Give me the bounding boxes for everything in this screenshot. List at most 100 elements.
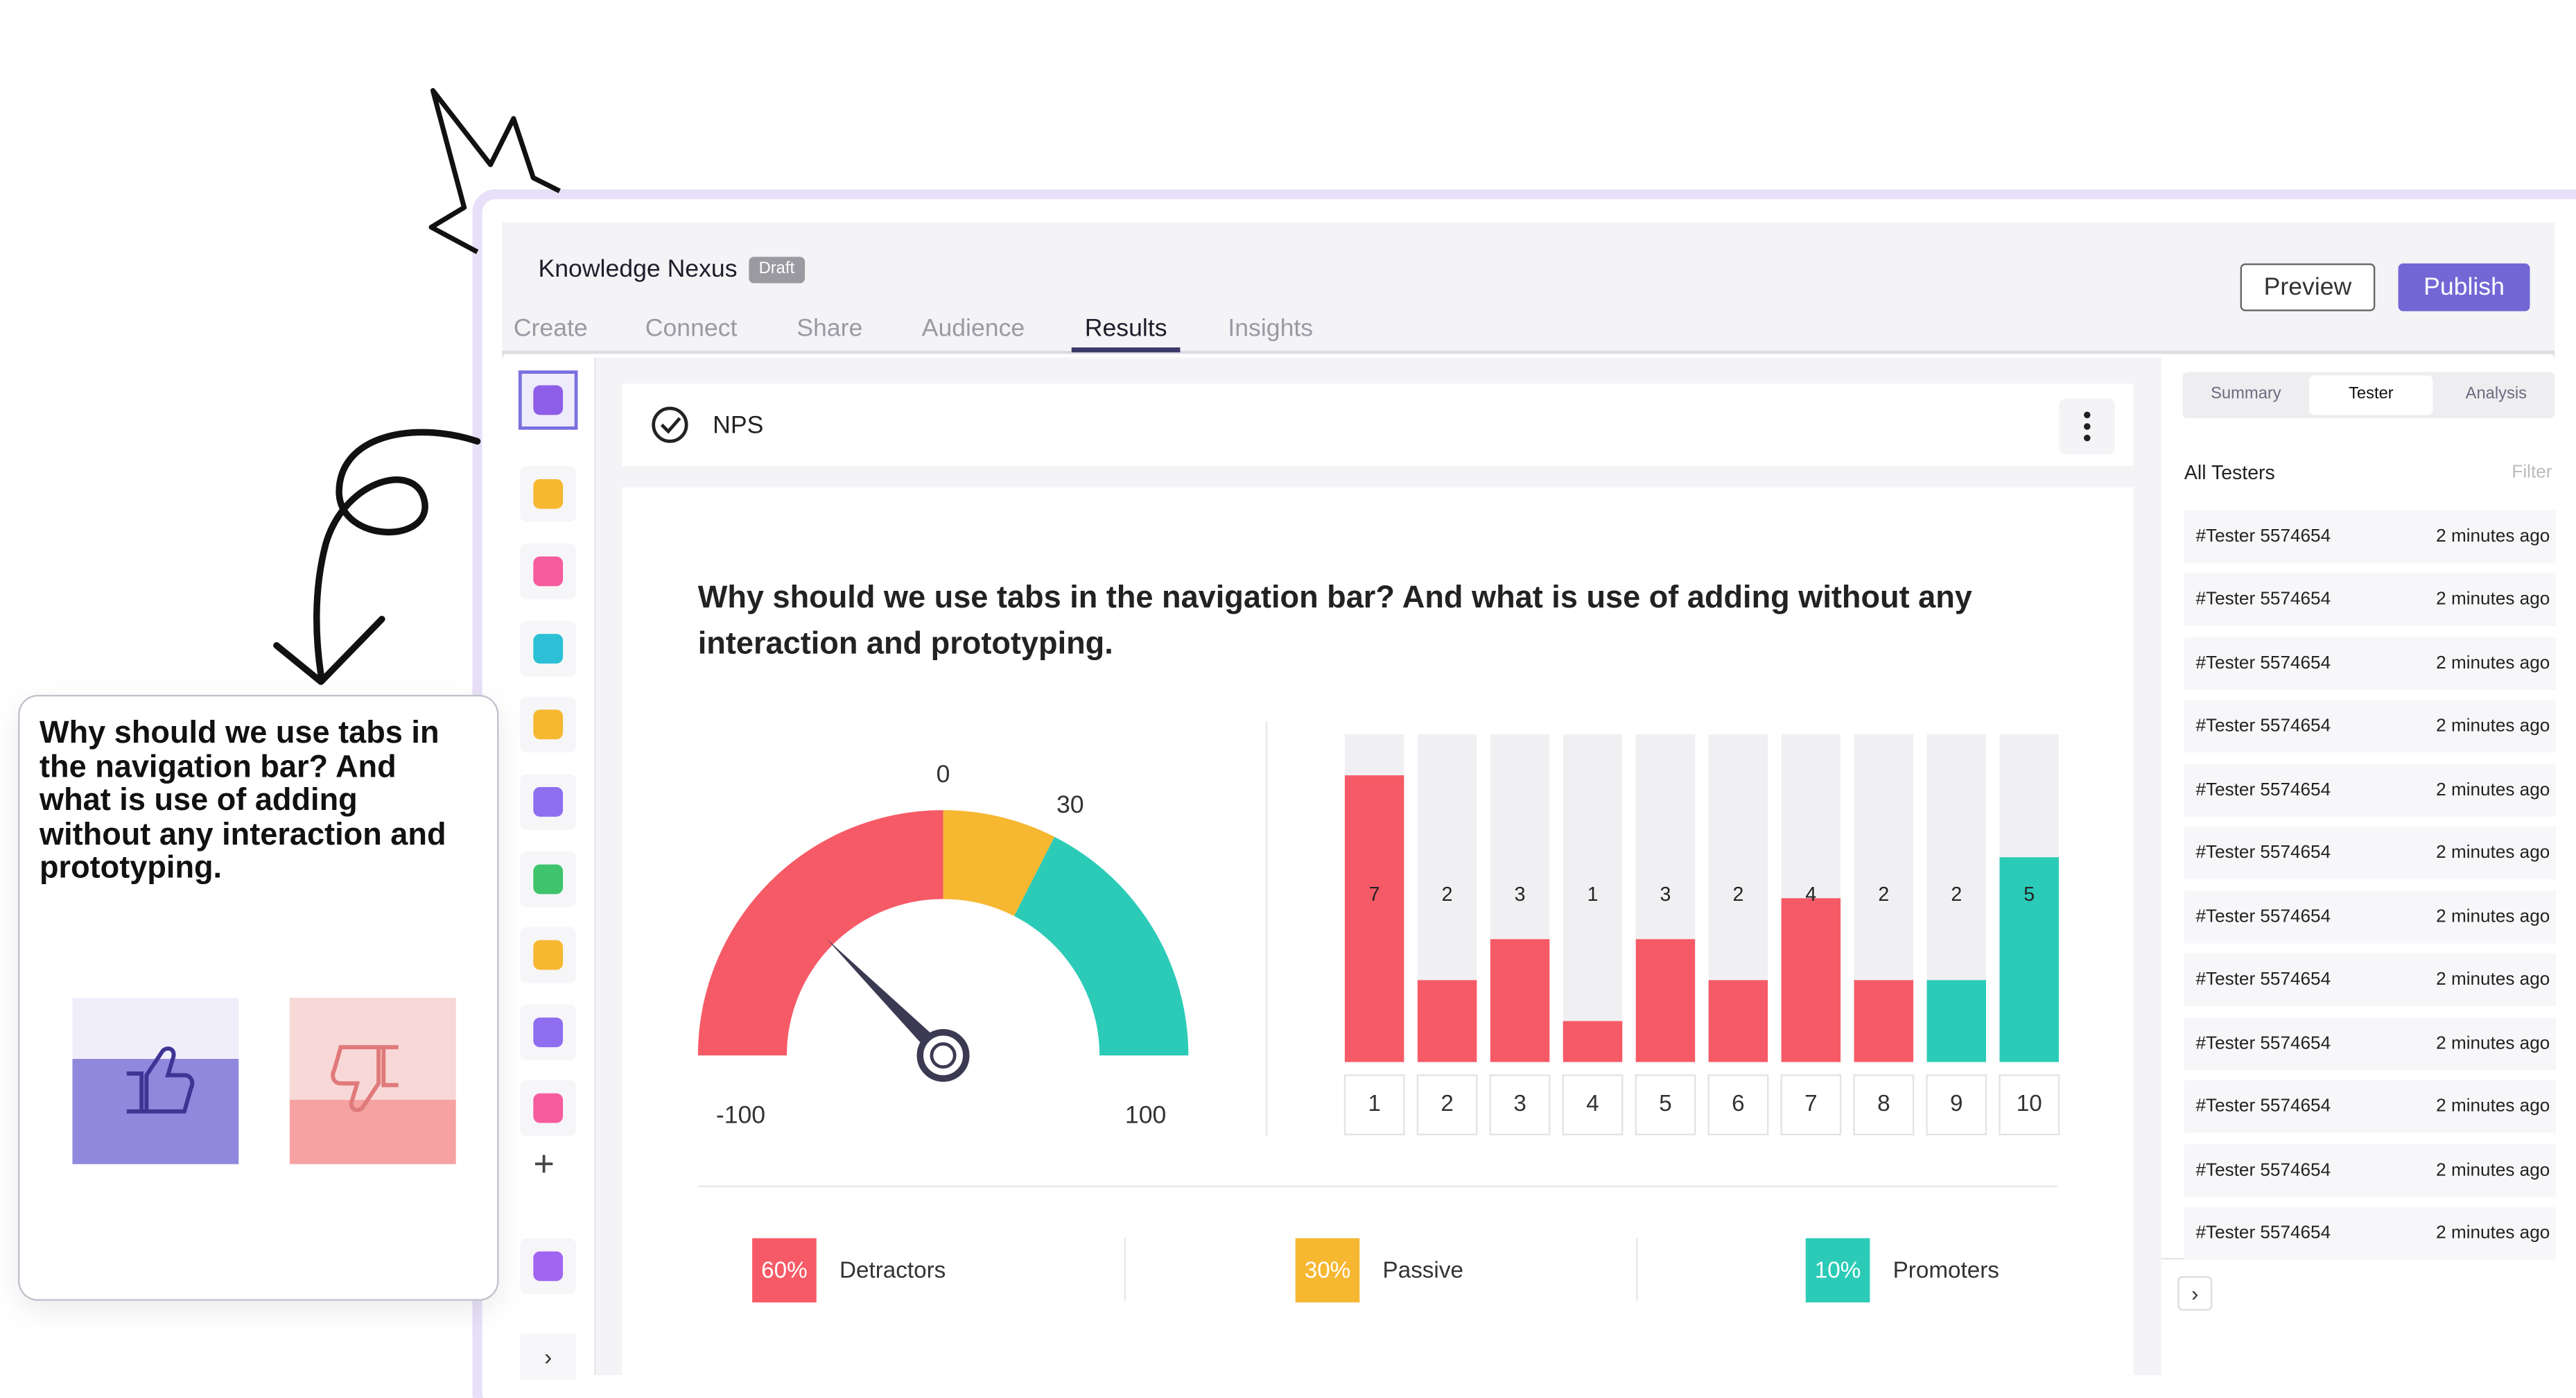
sidebar-icon[interactable]: [533, 940, 564, 970]
tester-row[interactable]: [2184, 637, 2557, 690]
sidebar-icon[interactable]: [533, 1093, 564, 1123]
tester-name: #Tester 5574654: [2195, 1223, 2331, 1243]
question: Why should we use tabs in the navigation…: [697, 581, 1972, 662]
divider: [1636, 1238, 1638, 1301]
sidebar-icon[interactable]: [533, 556, 564, 587]
category-box: [1926, 1074, 1987, 1136]
x-tick-label: 1: [1368, 1091, 1380, 1116]
project-title: Knowledge Nexus: [538, 255, 738, 284]
tester-time: 2 minutes ago: [2436, 1223, 2550, 1243]
thumbs-up[interactable]: [72, 997, 239, 1164]
summary-label: Detractors: [839, 1256, 946, 1283]
bar-value-label: 1: [1587, 883, 1599, 906]
next-button[interactable]: ›: [2177, 1276, 2213, 1311]
sidebar-icon[interactable]: [533, 786, 564, 817]
divider: [1124, 1238, 1126, 1301]
tester-row[interactable]: [2184, 827, 2557, 880]
category-box: [1999, 1074, 2060, 1136]
category-box: [1635, 1074, 1696, 1136]
preview-button[interactable]: Preview: [2240, 263, 2376, 311]
tester-row[interactable]: [2184, 573, 2557, 627]
sidebar-icon[interactable]: [533, 1017, 564, 1048]
nav-tab[interactable]: Insights: [1228, 314, 1314, 343]
x-tick-label: 2: [1441, 1091, 1453, 1116]
gauge-segment: [1013, 836, 1189, 1056]
tester-row[interactable]: [2184, 1080, 2557, 1133]
thumb-up-icon: [126, 1046, 195, 1114]
bar-value-label: 5: [2024, 883, 2035, 906]
nav-tab[interactable]: Results: [1084, 314, 1167, 343]
tester-name: #Tester 5574654: [2195, 716, 2331, 737]
bar-value-label: 2: [1732, 883, 1743, 906]
tester-name: #Tester 5574654: [2195, 843, 2331, 863]
publish-button[interactable]: Publish: [2398, 263, 2530, 311]
bar-value-label: 2: [1878, 883, 1889, 906]
tester-time: 2 minutes ago: [2436, 906, 2550, 927]
summary-badge: 10%: [1805, 1238, 1870, 1303]
panel-tab[interactable]: Analysis: [2465, 385, 2527, 404]
nav-tab[interactable]: Share: [797, 314, 863, 343]
x-tick-label: 4: [1586, 1091, 1599, 1116]
thumbs-down[interactable]: [289, 997, 456, 1164]
category-box: [1562, 1074, 1624, 1136]
tester-time: 2 minutes ago: [2436, 716, 2550, 737]
bar: [1635, 939, 1696, 1062]
tester-row[interactable]: [2184, 1144, 2557, 1197]
sidebar-icon[interactable]: [533, 1251, 564, 1282]
tester-row[interactable]: [2184, 890, 2557, 943]
tester-row[interactable]: [2184, 1207, 2557, 1260]
sidebar-icon[interactable]: [533, 864, 564, 895]
gauge-tick-label: 100: [1125, 1101, 1166, 1128]
header: [502, 222, 2555, 354]
nav-tab[interactable]: Create: [513, 314, 588, 343]
tester-time: 2 minutes ago: [2436, 1159, 2550, 1180]
sidebar-icon[interactable]: [533, 634, 564, 664]
tester-name: #Tester 5574654: [2195, 1033, 2331, 1053]
tester-name: #Tester 5574654: [2195, 526, 2331, 547]
divider: [1265, 721, 1268, 1137]
add-icon[interactable]: +: [533, 1142, 555, 1184]
filter[interactable]: Filter: [2512, 463, 2552, 483]
x-tick-label: 3: [1513, 1091, 1526, 1116]
gauge-segment: [697, 810, 943, 1056]
tester-name: #Tester 5574654: [2195, 969, 2331, 990]
sidebar-icon[interactable]: [533, 478, 564, 509]
bar-value-label: 3: [1660, 883, 1671, 906]
check-icon: [660, 417, 681, 434]
sidebar-icon[interactable]: [533, 385, 564, 415]
tester-time: 2 minutes ago: [2436, 590, 2550, 610]
collapse-icon[interactable]: ›: [520, 1334, 577, 1380]
bar: [1417, 980, 1477, 1062]
sidebar-icon[interactable]: [533, 709, 564, 740]
nav-tab[interactable]: Audience: [921, 314, 1025, 343]
category-box: [1780, 1074, 1842, 1136]
category-box: [1853, 1074, 1915, 1136]
x-tick-label: 8: [1877, 1091, 1890, 1116]
scribble: [428, 88, 561, 254]
tester-name: #Tester 5574654: [2195, 1096, 2331, 1116]
tester-row[interactable]: [2184, 953, 2557, 1007]
tester-time: 2 minutes ago: [2436, 1096, 2550, 1116]
draft-badge: Draft: [749, 257, 805, 284]
x-tick-label: 9: [1950, 1091, 1963, 1116]
needle-hub: [930, 1042, 957, 1069]
tester-time: 2 minutes ago: [2436, 653, 2550, 673]
panel-tab[interactable]: Summary: [2211, 385, 2281, 404]
bar-value-label: 3: [1515, 883, 1526, 906]
bar: [1708, 980, 1768, 1062]
bar: [1490, 939, 1550, 1062]
tester-row[interactable]: [2184, 763, 2557, 817]
nav-tab[interactable]: Connect: [645, 314, 738, 343]
tester-time: 2 minutes ago: [2436, 969, 2550, 990]
gauge-segment: [943, 810, 1055, 917]
bar-value-label: 7: [1369, 883, 1380, 906]
tester-row[interactable]: [2184, 1017, 2557, 1070]
tester-row[interactable]: [2184, 700, 2557, 753]
tester-row[interactable]: [2184, 510, 2557, 564]
thumb-down-icon: [331, 1045, 399, 1112]
gauge-needle: [826, 939, 949, 1062]
panel-tab[interactable]: Tester: [2309, 375, 2433, 415]
bar-value-label: 2: [1951, 883, 1962, 906]
tester-name: #Tester 5574654: [2195, 1159, 2331, 1180]
